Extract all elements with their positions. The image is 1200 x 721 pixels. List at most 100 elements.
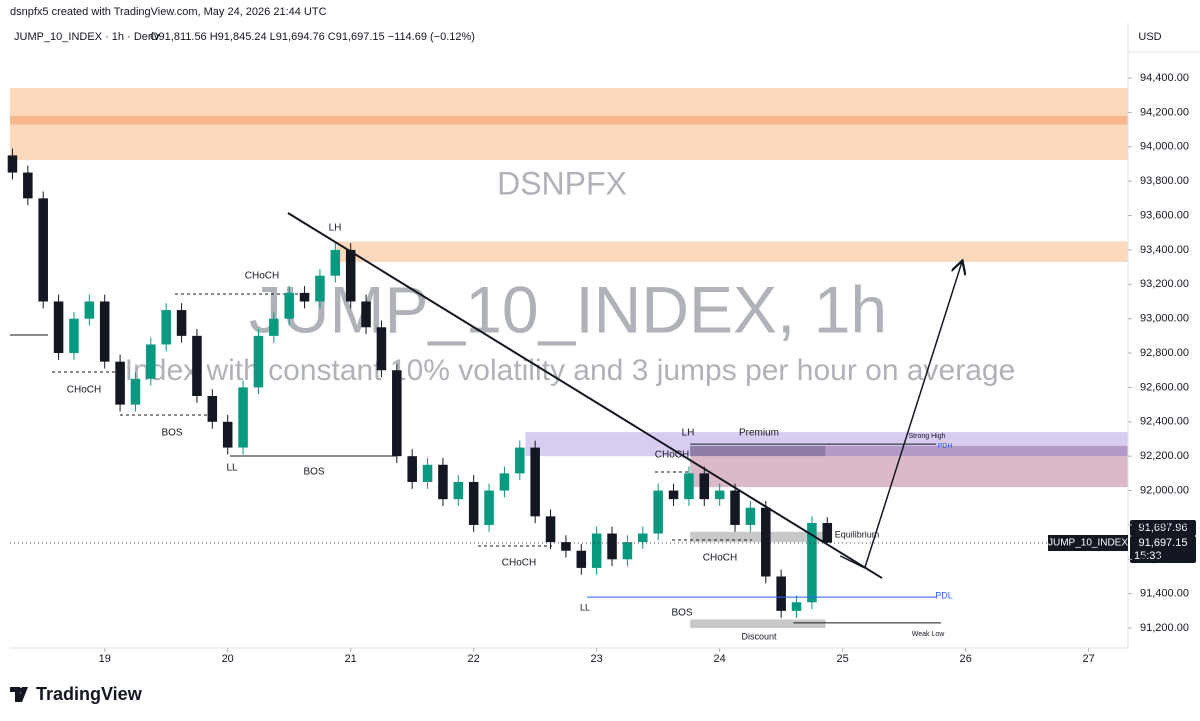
annotation: Weak Low bbox=[912, 631, 945, 638]
candle-body bbox=[761, 507, 771, 577]
currency: USD bbox=[1138, 31, 1161, 43]
x-tick-label: 21 bbox=[345, 653, 357, 665]
footer-brand: TradingView bbox=[36, 684, 143, 704]
countdown: 15:33 bbox=[1134, 550, 1162, 562]
x-tick-label: 25 bbox=[837, 653, 849, 665]
candle-body bbox=[115, 361, 125, 405]
candle-body bbox=[99, 301, 110, 362]
candle-body bbox=[207, 396, 218, 422]
y-tick-label: 94,200.00 bbox=[1140, 106, 1189, 118]
logo-dot bbox=[18, 687, 24, 693]
ohlc: O91,811.56 H91,845.24 L91,694.76 C91,697… bbox=[150, 31, 475, 43]
y-tick-label: 91,400.00 bbox=[1140, 588, 1189, 600]
candle-body bbox=[638, 533, 648, 543]
y-tick-label: 93,200.00 bbox=[1140, 278, 1189, 290]
y-tick-label: 93,800.00 bbox=[1140, 175, 1189, 187]
candle-body bbox=[130, 378, 141, 405]
y-tick-label: 92,600.00 bbox=[1140, 381, 1189, 393]
candle-body bbox=[807, 522, 817, 603]
annotation: LL bbox=[226, 463, 238, 474]
x-tick-label: 23 bbox=[591, 653, 603, 665]
zone bbox=[690, 445, 826, 457]
annotation: CHoCH bbox=[67, 385, 101, 396]
candle-body bbox=[7, 155, 18, 173]
bid-price-box bbox=[1130, 520, 1196, 536]
structure-line bbox=[10, 334, 396, 457]
candle-body bbox=[515, 447, 525, 474]
candle-body bbox=[545, 516, 556, 543]
candle-body bbox=[607, 533, 617, 560]
zone bbox=[825, 445, 1128, 457]
candle-body bbox=[269, 318, 279, 336]
candle-body bbox=[576, 550, 587, 568]
y-tick-label: 92,400.00 bbox=[1140, 416, 1189, 428]
candle-body bbox=[38, 198, 48, 302]
candle-body bbox=[622, 542, 633, 560]
annotation: Strong High bbox=[909, 433, 946, 440]
candle-body bbox=[161, 310, 171, 345]
annotation: Discount bbox=[741, 631, 777, 641]
zone bbox=[337, 241, 1128, 262]
annotation: PDL bbox=[935, 590, 953, 600]
annotation: CHoCH bbox=[703, 553, 737, 564]
y-tick-label: 94,400.00 bbox=[1140, 72, 1189, 84]
candle-body bbox=[376, 327, 387, 371]
symbol: JUMP_10_INDEX · 1h · Deriv bbox=[14, 31, 160, 43]
x-tick-label: 20 bbox=[222, 653, 234, 665]
x-tick-label: 19 bbox=[99, 653, 111, 665]
candle-body bbox=[453, 481, 464, 500]
structure-lines bbox=[10, 293, 752, 547]
y-tick-label: 94,000.00 bbox=[1140, 141, 1189, 153]
annotation: Equilibrium bbox=[835, 529, 880, 539]
candle-body bbox=[730, 490, 740, 525]
candle-body bbox=[499, 473, 510, 491]
y-tick-label: 93,400.00 bbox=[1140, 244, 1189, 256]
candle-body bbox=[284, 292, 294, 319]
y-tick-label: 91,200.00 bbox=[1140, 622, 1189, 634]
x-tick-label: 27 bbox=[1083, 653, 1095, 665]
annotation: PDH bbox=[938, 443, 953, 450]
candle-body bbox=[561, 542, 571, 551]
watermark-description: Index with constant 10% volatility and 3… bbox=[125, 354, 1016, 387]
annotation: Premium bbox=[739, 428, 779, 439]
candle-body bbox=[146, 344, 156, 379]
logo-mark bbox=[10, 687, 28, 702]
candle-body bbox=[69, 318, 79, 354]
candle-body bbox=[653, 490, 663, 534]
candle-body bbox=[253, 335, 264, 388]
x-tick-label: 26 bbox=[960, 653, 972, 665]
annotation: BOS bbox=[303, 467, 324, 478]
candle-body bbox=[330, 249, 341, 276]
zone bbox=[690, 619, 826, 629]
watermark-title: JUMP_10_INDEX, 1h bbox=[249, 272, 887, 346]
logo: TradingView bbox=[10, 684, 143, 704]
annotation: CHoCH bbox=[655, 450, 689, 461]
candle-body bbox=[745, 507, 756, 525]
annotation: LH bbox=[682, 428, 695, 439]
candle-body bbox=[530, 447, 540, 517]
candle-body bbox=[345, 249, 356, 302]
candle-body bbox=[361, 301, 371, 328]
y-tick-label: 92,200.00 bbox=[1140, 450, 1189, 462]
candle-body bbox=[699, 473, 710, 500]
y-tick-label: 93,600.00 bbox=[1140, 209, 1189, 221]
annotation: CHoCH bbox=[502, 558, 536, 569]
y-tick-label: 92,800.00 bbox=[1140, 347, 1189, 359]
credit: dsnpfx5 created with TradingView.com, Ma… bbox=[10, 6, 327, 18]
annotation: LL bbox=[580, 602, 590, 612]
candle-body bbox=[392, 370, 402, 457]
y-tick-label: 91,800.00 bbox=[1140, 519, 1189, 531]
candle-body bbox=[23, 172, 33, 199]
candle-body bbox=[299, 292, 310, 302]
candle-body bbox=[422, 464, 433, 482]
zone bbox=[10, 115, 1128, 125]
candle-body bbox=[222, 421, 233, 448]
last-price-label: 91,697.15 bbox=[1139, 537, 1188, 549]
drawing-line bbox=[287, 212, 883, 579]
zone bbox=[690, 456, 1128, 488]
candle-body bbox=[668, 490, 679, 500]
x-tick-label: 24 bbox=[714, 653, 726, 665]
annotation: CHoCH bbox=[245, 271, 279, 282]
bid-price-label: 91,697.96 bbox=[1139, 522, 1188, 534]
